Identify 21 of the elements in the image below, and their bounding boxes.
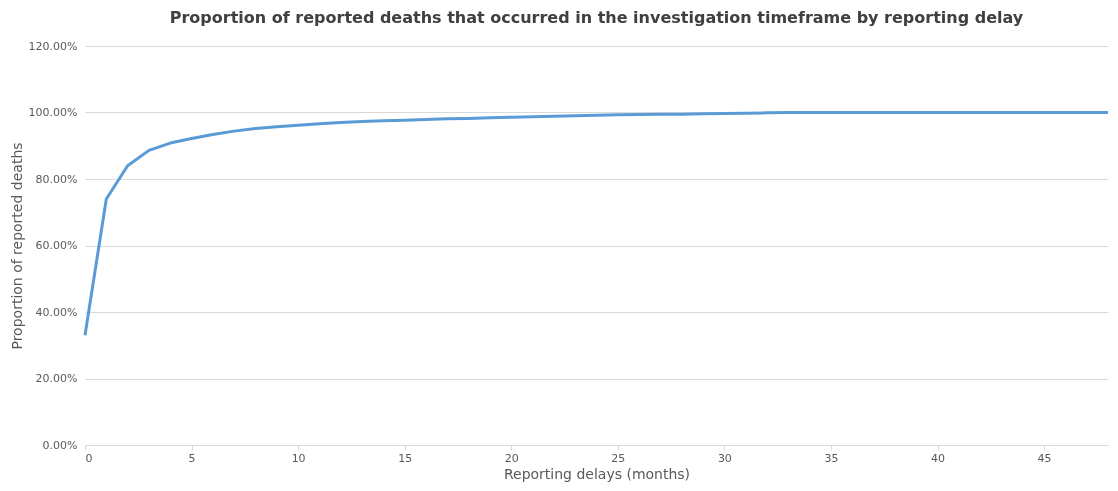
y-tick-label: 80.00%	[35, 172, 78, 186]
y-tick-label: 0.00%	[42, 438, 78, 452]
x-tick-label: 0	[85, 451, 93, 465]
x-tick-label: 20	[504, 451, 519, 465]
x-tick-label: 45	[1037, 451, 1052, 465]
y-tick-label: 20.00%	[35, 372, 78, 385]
x-tick-label: 35	[824, 451, 839, 465]
x-tick-label: 25	[611, 451, 626, 465]
x-tick-label: 5	[188, 451, 196, 465]
x-tick-label: 15	[398, 451, 413, 465]
x-tick-label: 10	[291, 451, 306, 465]
x-axis-title: Reporting delays (months)	[503, 465, 691, 482]
y-tick-label: 120.00%	[28, 39, 78, 53]
y-axis-title: Proportion of reported deaths	[8, 142, 25, 350]
line-series	[83, 111, 1110, 337]
chart-title: Proportion of reported deaths that occurred in the investigation timeframe by reporting delay	[169, 8, 1024, 27]
y-tick-label: 100.00%	[28, 106, 78, 119]
y-tick-label: 60.00%	[35, 239, 78, 252]
x-tick-label: 40	[931, 451, 945, 465]
y-tick-label: 40.00%	[35, 305, 78, 319]
x-tick-label: 30	[717, 451, 732, 465]
